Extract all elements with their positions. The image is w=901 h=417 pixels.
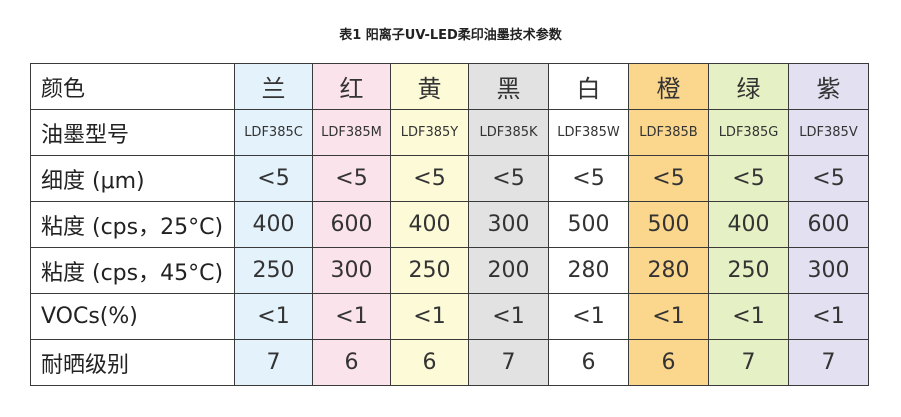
table-cell: LDF385V [788, 109, 869, 156]
table-cell: <5 [628, 155, 709, 202]
ink-spec-table: 颜色 兰 红 黄 黑 白 橙 绿 紫 油墨型号 LDF385C LDF385M … [30, 63, 869, 386]
table-row: 颜色 兰 红 黄 黑 白 橙 绿 紫 [30, 63, 869, 110]
row-label-color: 颜色 [30, 63, 235, 110]
table-cell: 400 [390, 201, 469, 248]
table-cell: 250 [708, 247, 789, 294]
row-label-fineness: 细度 (μm) [30, 155, 235, 202]
table-cell: 兰 [234, 63, 313, 110]
table-row: 粘度 (cps，45°C) 250 300 250 200 280 280 25… [30, 247, 869, 294]
table-cell: <1 [312, 293, 391, 340]
table-row: 细度 (μm) <5 <5 <5 <5 <5 <5 <5 <5 [30, 155, 869, 202]
table-cell: <1 [468, 293, 549, 340]
table-cell: LDF385Y [390, 109, 469, 156]
table-cell: 绿 [708, 63, 789, 110]
table-cell: LDF385C [234, 109, 313, 156]
table-cell: 红 [312, 63, 391, 110]
table-cell: 500 [628, 201, 709, 248]
table-cell: <5 [548, 155, 629, 202]
table-row: VOCs(%) <1 <1 <1 <1 <1 <1 <1 <1 [30, 293, 869, 340]
table-cell: 300 [468, 201, 549, 248]
table-cell: <1 [548, 293, 629, 340]
table-cell: 6 [312, 339, 391, 386]
table-cell: 7 [234, 339, 313, 386]
table-cell: 白 [548, 63, 629, 110]
table-row: 粘度 (cps，25°C) 400 600 400 300 500 500 40… [30, 201, 869, 248]
table-cell: 400 [708, 201, 789, 248]
table-cell: <5 [708, 155, 789, 202]
row-label-vocs: VOCs(%) [30, 293, 235, 340]
table-cell: 280 [628, 247, 709, 294]
table-cell: LDF385K [468, 109, 549, 156]
table-cell: 6 [548, 339, 629, 386]
row-label-model: 油墨型号 [30, 109, 235, 156]
table-cell: 250 [234, 247, 313, 294]
row-label-viscosity-25c: 粘度 (cps，25°C) [30, 201, 235, 248]
table-cell: <5 [390, 155, 469, 202]
table-cell: 6 [628, 339, 709, 386]
table-cell: 400 [234, 201, 313, 248]
table-cell: 600 [788, 201, 869, 248]
table-cell: LDF385G [708, 109, 789, 156]
table-title: 表1 阳离子UV-LED柔印油墨技术参数 [339, 28, 562, 43]
table-cell: 600 [312, 201, 391, 248]
table-row: 油墨型号 LDF385C LDF385M LDF385Y LDF385K LDF… [30, 109, 869, 156]
row-label-lightfastness: 耐晒级别 [30, 339, 235, 386]
table-cell: <5 [234, 155, 313, 202]
table-cell: 300 [788, 247, 869, 294]
table-cell: <5 [788, 155, 869, 202]
table-cell: 6 [390, 339, 469, 386]
table-cell: LDF385W [548, 109, 629, 156]
table-cell: <5 [468, 155, 549, 202]
table-cell: 7 [708, 339, 789, 386]
table-cell: 紫 [788, 63, 869, 110]
table-row: 耐晒级别 7 6 6 7 6 6 7 7 [30, 339, 869, 386]
table-cell: <1 [708, 293, 789, 340]
table-cell: <1 [390, 293, 469, 340]
table-cell: 500 [548, 201, 629, 248]
table-cell: <1 [234, 293, 313, 340]
table-cell: 橙 [628, 63, 709, 110]
table-cell: <1 [788, 293, 869, 340]
table-cell: 黑 [468, 63, 549, 110]
table-cell: LDF385B [628, 109, 709, 156]
table-cell: 7 [788, 339, 869, 386]
row-label-viscosity-45c: 粘度 (cps，45°C) [30, 247, 235, 294]
table-cell: 7 [468, 339, 549, 386]
table-cell: 300 [312, 247, 391, 294]
table-cell: <1 [628, 293, 709, 340]
table-cell: 280 [548, 247, 629, 294]
table-cell: 200 [468, 247, 549, 294]
table-cell: 黄 [390, 63, 469, 110]
table-cell: LDF385M [312, 109, 391, 156]
table-cell: <5 [312, 155, 391, 202]
table-cell: 250 [390, 247, 469, 294]
